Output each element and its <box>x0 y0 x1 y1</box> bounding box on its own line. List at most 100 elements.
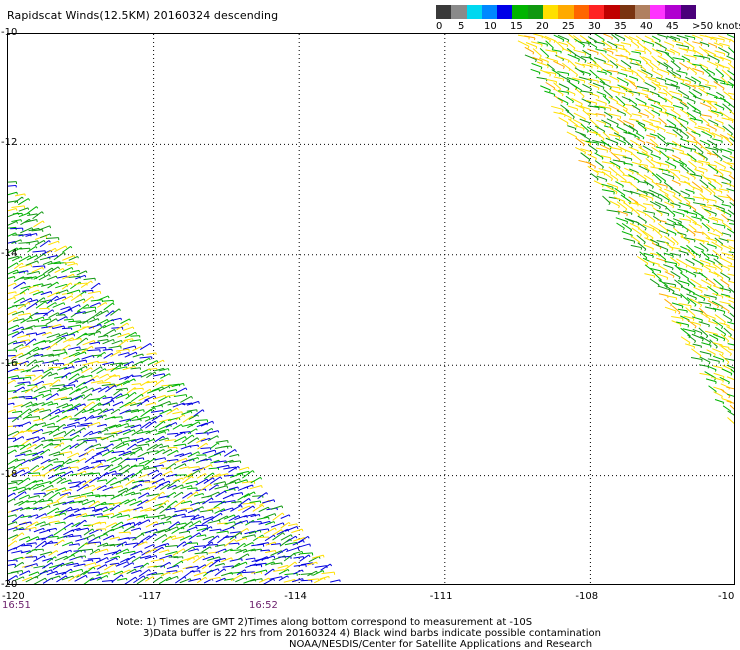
wind-barb <box>552 49 562 52</box>
wind-barb <box>154 379 163 387</box>
wind-barb-flag <box>686 122 689 125</box>
wind-barb-flag <box>184 463 187 467</box>
wind-barb <box>96 574 107 581</box>
wind-barb-flag <box>156 360 159 363</box>
wind-barb <box>712 150 723 160</box>
wind-barb <box>55 571 66 576</box>
wind-barb <box>8 559 17 562</box>
legend-label: 15 <box>510 21 523 32</box>
wind-barb <box>524 35 536 39</box>
wind-barb-flag <box>76 330 79 334</box>
wind-barb <box>656 77 666 81</box>
wind-barb-flag <box>651 237 654 241</box>
wind-barb <box>145 420 156 429</box>
wind-barb <box>224 538 235 547</box>
wind-barb-flag <box>241 473 244 476</box>
wind-barb-flag <box>161 443 164 446</box>
wind-barb-flag <box>59 575 61 579</box>
wind-barb <box>74 375 84 381</box>
wind-barb <box>719 345 730 348</box>
wind-barb <box>33 577 46 584</box>
wind-barb-flag <box>720 191 723 194</box>
wind-barb <box>704 35 718 41</box>
wind-barb <box>140 388 151 396</box>
wind-barb-flag <box>572 116 575 120</box>
wind-barb-flag <box>223 450 226 454</box>
wind-barb <box>727 273 734 276</box>
wind-barb <box>230 472 243 478</box>
wind-barb-flag <box>153 439 156 442</box>
wind-barb <box>49 575 60 580</box>
wind-barb <box>66 289 80 295</box>
wind-barb <box>14 458 25 462</box>
wind-barb-flag <box>676 86 678 90</box>
wind-barb <box>601 189 615 193</box>
wind-barb-flag <box>702 172 705 175</box>
wind-barb <box>97 423 107 428</box>
wind-barb-flag <box>68 344 71 347</box>
wind-barb <box>115 561 128 567</box>
wind-barb <box>706 223 715 231</box>
wind-barb <box>49 379 60 387</box>
wind-barb <box>712 319 724 328</box>
wind-barb <box>41 371 51 380</box>
wind-barb <box>713 81 725 89</box>
wind-barb <box>81 374 92 379</box>
wind-barb <box>13 281 25 289</box>
wind-barb-flag <box>181 491 184 495</box>
wind-barb <box>140 421 151 430</box>
wind-barb <box>643 244 654 250</box>
wind-barb <box>707 182 716 189</box>
wind-barb-flag <box>616 186 619 190</box>
wind-barb <box>42 490 53 498</box>
wind-barb <box>24 563 37 568</box>
wind-barb-flag <box>29 471 31 474</box>
wind-barb-flag <box>582 108 585 111</box>
wind-barb <box>123 360 133 367</box>
wind-barb-flag <box>162 491 165 495</box>
wind-barb-flag <box>282 522 285 526</box>
wind-barb <box>622 156 632 160</box>
wind-barb <box>628 201 639 205</box>
wind-barb-flag <box>106 310 109 313</box>
wind-barb-flag <box>701 120 703 124</box>
wind-barb-flag <box>22 311 25 314</box>
wind-barb <box>690 278 702 287</box>
wind-barb <box>103 352 113 359</box>
wind-barb <box>601 183 614 188</box>
wind-barb-flag <box>693 177 696 180</box>
wind-barb <box>166 491 176 498</box>
wind-speed-legend: 0 5 10 15 20 25 30 35 40 45 >50 knots <box>436 5 740 33</box>
wind-barb-flag <box>651 68 654 71</box>
wind-barb-flag <box>246 520 249 524</box>
wind-barb <box>41 249 52 255</box>
wind-barb <box>208 430 219 434</box>
wind-barb <box>46 302 56 308</box>
wind-barb <box>716 91 725 98</box>
wind-barb <box>76 470 86 476</box>
wind-barb <box>729 38 734 43</box>
wind-barb <box>642 104 654 109</box>
wind-barb-flag <box>220 512 223 516</box>
wind-barb-flag <box>653 220 656 223</box>
wind-barb-flag <box>623 38 626 42</box>
wind-barb <box>96 318 108 326</box>
wind-barb <box>688 90 697 98</box>
wind-barb <box>167 417 180 422</box>
wind-barb <box>158 423 171 431</box>
wind-barb-flag <box>549 74 552 77</box>
wind-barb-flag <box>708 324 710 328</box>
wind-barb <box>173 463 186 470</box>
wind-barb-flag <box>224 490 227 494</box>
wind-barb <box>666 142 677 146</box>
wind-barb <box>665 49 675 54</box>
wind-barb-flag <box>175 422 178 425</box>
wind-barb-flag <box>28 570 31 573</box>
wind-barb <box>708 385 717 392</box>
wind-barb-flag <box>91 345 94 349</box>
time-label-mid: 16:52 <box>249 600 278 611</box>
wind-barb <box>683 48 696 53</box>
wind-barb <box>686 244 695 253</box>
wind-barb <box>103 443 113 450</box>
wind-barb <box>83 430 92 438</box>
